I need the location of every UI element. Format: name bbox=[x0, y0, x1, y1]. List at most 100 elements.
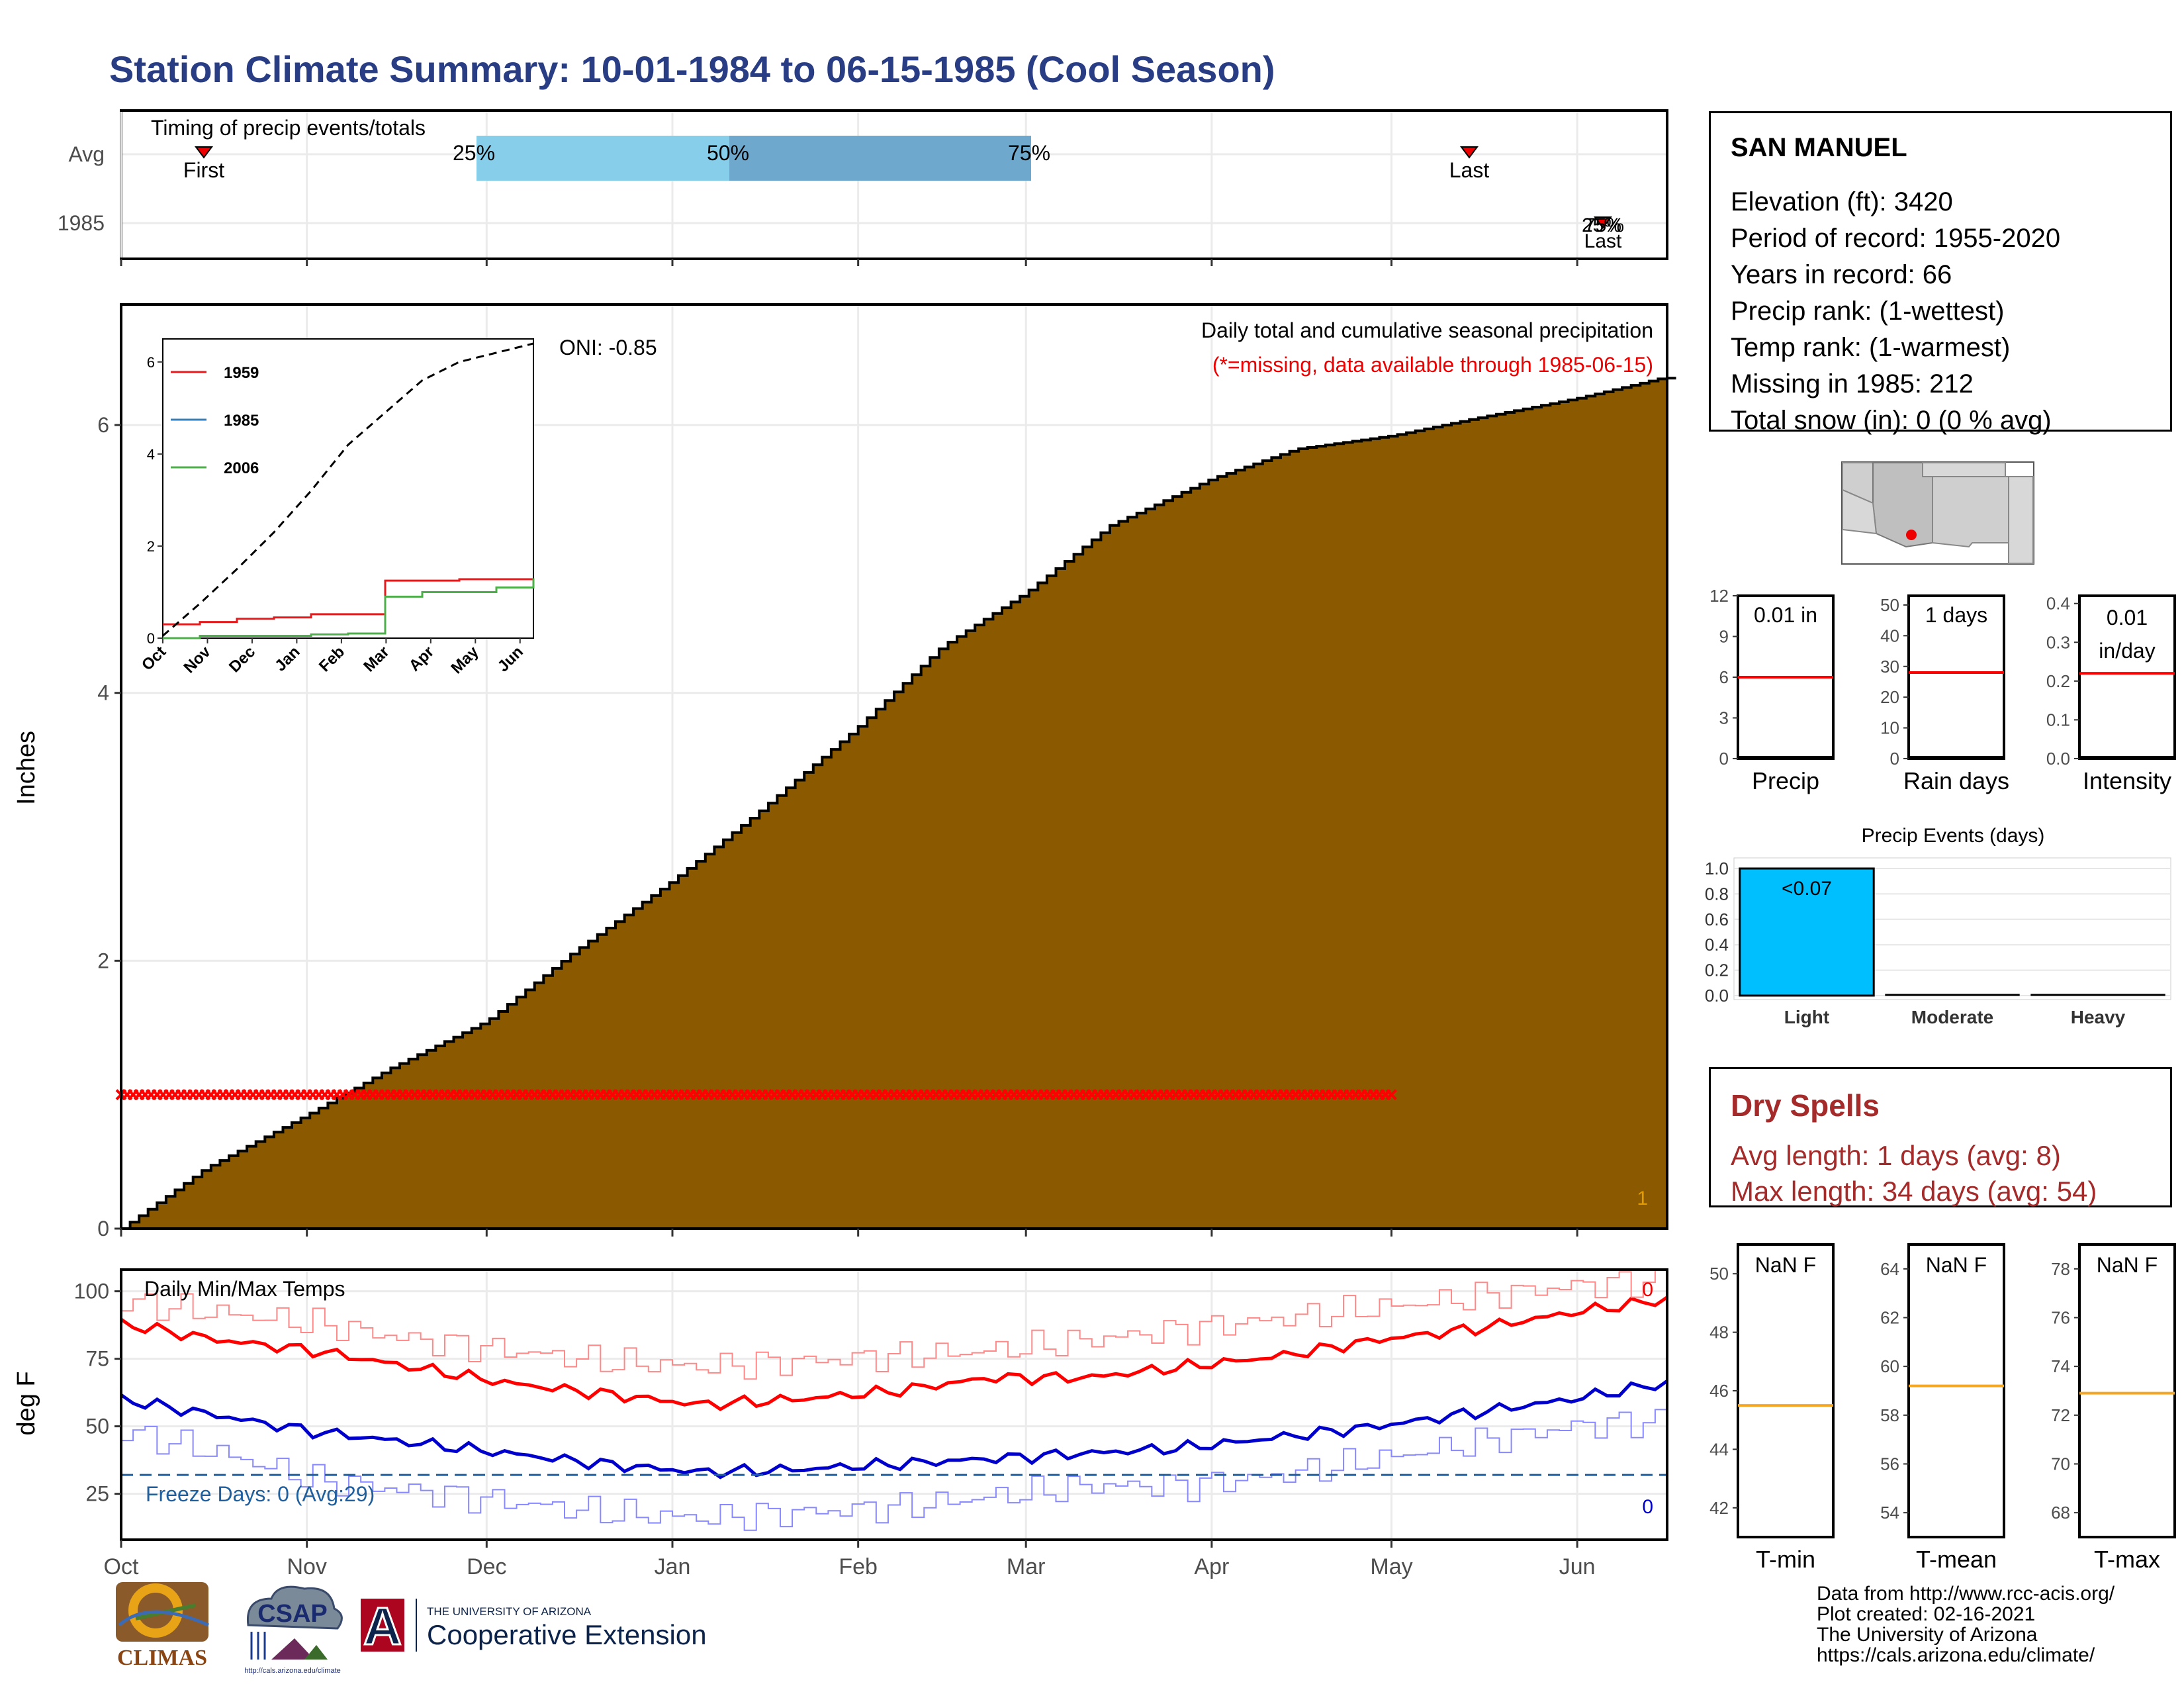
avg-last-marker bbox=[1460, 146, 1479, 159]
temp-box-panels: 42 44 46 48 50 NaN F T-min 54 56 58 60 62 64 NaN F T-m… bbox=[1709, 1243, 2176, 1573]
events-bar-label: <0.07 bbox=[1782, 878, 1832, 900]
temp-panel: 25 50 75 100 Oct Nov Dec Jan Feb Mar Apr May Jun Da… bbox=[13, 1268, 1668, 1579]
csap-logo[interactable]: CSAP http://cals.arizona.edu/climate bbox=[232, 1579, 351, 1678]
info-missing: Missing in 1985: 212 bbox=[1731, 369, 1974, 399]
inset-series-1959 bbox=[163, 578, 533, 626]
temp-x-axis: Oct Nov Dec Jan Feb Mar Apr May Jun bbox=[104, 1540, 1596, 1579]
temp-x-tick-label: Mar bbox=[1007, 1554, 1046, 1579]
temp-box-tick-label: 48 bbox=[1709, 1323, 1729, 1342]
temp-x-tick-label: Jun bbox=[1559, 1554, 1596, 1579]
temp-grid bbox=[120, 1270, 1667, 1540]
temp-box-value-label: NaN F bbox=[2097, 1253, 2158, 1277]
events-bar-light bbox=[1739, 867, 1875, 997]
temp-box-tick-label: 62 bbox=[1880, 1308, 1899, 1328]
temp-box-tick-label: 74 bbox=[2051, 1356, 2070, 1376]
avg-first-label: First bbox=[183, 158, 224, 182]
temp-y-label: deg F bbox=[13, 1371, 40, 1435]
dry-spells-title: Dry Spells bbox=[1731, 1088, 1880, 1123]
temp-series-record-min bbox=[121, 1409, 1668, 1531]
mini-bar-tick-label: 0.2 bbox=[2046, 671, 2070, 691]
climas-text: CLIMAS bbox=[117, 1646, 207, 1670]
mini-bar-value-label: 0.01 bbox=[2107, 606, 2148, 630]
avg-p75-label: 75% bbox=[1008, 141, 1050, 165]
temp-x-tick-label: Jan bbox=[655, 1554, 691, 1579]
precip-panel-title: Daily total and cumulative seasonal prec… bbox=[1201, 318, 1653, 342]
mini-bar-tick-label: 0.0 bbox=[2046, 749, 2070, 769]
events-tick-label: 1.0 bbox=[1705, 859, 1729, 878]
events-tick-label: 0.8 bbox=[1705, 884, 1729, 904]
precip-events-chart: Precip Events (days) 0.0 0.2 0.4 0.6 0.8 1.0 L… bbox=[1705, 825, 2171, 1027]
precip-y-axis: 0 2 4 6 bbox=[97, 413, 121, 1241]
temp-box-tick-label: 78 bbox=[2051, 1259, 2070, 1279]
events-tick-label: 0.0 bbox=[1705, 986, 1729, 1006]
avg-p25-label: 25% bbox=[453, 141, 495, 165]
y1985-label-a: 25% bbox=[1582, 214, 1621, 236]
temp-max-count: 0 bbox=[1642, 1279, 1653, 1301]
dry-spells-max: Max length: 34 days (avg: 54) bbox=[1731, 1176, 2097, 1207]
mini-bar-tick-label: 6 bbox=[1719, 667, 1729, 687]
temp-x-tick-label: Oct bbox=[104, 1554, 139, 1579]
mini-bar-tick-label: 3 bbox=[1719, 708, 1729, 728]
mini-bar-tick-label: 40 bbox=[1880, 626, 1899, 645]
y1985-label-b: 75% bbox=[1584, 214, 1624, 236]
temp-box-tick-label: 68 bbox=[2051, 1503, 2070, 1523]
oni-label: ONI: -0.85 bbox=[559, 336, 657, 359]
mini-bar-value bbox=[2079, 756, 2175, 759]
missing-marker bbox=[1386, 1089, 1397, 1101]
mini-bar-tick-label: 0 bbox=[1890, 749, 1899, 769]
avg-50-75-bar bbox=[729, 136, 1031, 181]
precip-y-tick-label: 6 bbox=[97, 413, 109, 437]
temp-box-tick-label: 56 bbox=[1880, 1454, 1899, 1474]
timing-label: Timing of precip events/totals bbox=[151, 116, 426, 140]
inset-y-tick-label: 4 bbox=[147, 446, 155, 463]
y1985-marker bbox=[1594, 216, 1612, 229]
inset-legend-label-2006: 2006 bbox=[224, 459, 259, 477]
precip-corner-count: 1 bbox=[1637, 1188, 1648, 1209]
footer-line-created: Plot created: 02-16-2021 bbox=[1817, 1603, 2036, 1625]
precip-y-tick-label: 2 bbox=[97, 949, 109, 972]
info-elevation: Elevation (ft): 3420 bbox=[1731, 187, 1953, 216]
temp-box-frame-2 bbox=[2078, 1243, 2176, 1538]
inset-y-tick-label: 2 bbox=[147, 538, 155, 555]
mini-bar-tick-label: 12 bbox=[1709, 586, 1729, 606]
temp-x-tick-label: May bbox=[1370, 1554, 1412, 1579]
temp-series-record-max bbox=[121, 1268, 1668, 1380]
mini-bar-tick-label: 0.3 bbox=[2046, 632, 2070, 652]
ua-extension-logo[interactable]: A THE UNIVERSITY OF ARIZONA Cooperative … bbox=[361, 1595, 745, 1668]
climas-logo[interactable]: CLIMAS bbox=[109, 1579, 222, 1678]
avg-first-marker bbox=[195, 146, 213, 159]
precip-x-axis bbox=[120, 1229, 1578, 1237]
mini-bar-frame-1 bbox=[1907, 594, 2005, 760]
mini-bar-panels: 0 3 6 9 12 0.01 in Precip 0 10 20 30 40 50 1 days Rain… bbox=[1709, 586, 2176, 794]
dry-spells-box: Dry Spells Avg length: 1 days (avg: 8) M… bbox=[1709, 1067, 2172, 1207]
temp-panel-title: Daily Min/Max Temps bbox=[144, 1277, 345, 1301]
ua-letter: A bbox=[363, 1597, 402, 1656]
mini-bar-tick-label: 0.4 bbox=[2046, 594, 2070, 614]
station-info-box: SAN MANUEL Elevation (ft): 3420 Period o… bbox=[1709, 111, 2172, 435]
ua-bottom-text: Cooperative Extension bbox=[427, 1619, 707, 1650]
page-title: Station Climate Summary: 10-01-1984 to 0… bbox=[109, 48, 1275, 90]
precip-y-label: Inches bbox=[13, 731, 40, 805]
temp-box-label: T-min bbox=[1756, 1546, 1815, 1573]
info-years: Years in record: 66 bbox=[1731, 260, 1952, 289]
missing-markers bbox=[115, 1089, 1397, 1101]
temp-box-tick-label: 72 bbox=[2051, 1405, 2070, 1425]
events-category-label: Heavy bbox=[2071, 1007, 2126, 1027]
temp-min-count: 0 bbox=[1642, 1496, 1653, 1518]
temp-y-tick-label: 75 bbox=[85, 1347, 109, 1371]
mini-bar-tick-label: 0.1 bbox=[2046, 710, 2070, 729]
mini-bar-tick-label: 10 bbox=[1880, 718, 1899, 738]
info-period: Period of record: 1955-2020 bbox=[1731, 224, 2061, 253]
mini-bar-frame-2 bbox=[2078, 594, 2176, 760]
mini-bar-label: Precip bbox=[1752, 767, 1819, 794]
temp-box-value-label: NaN F bbox=[1755, 1253, 1816, 1277]
avg-25-50-bar bbox=[477, 136, 729, 181]
temp-box-tick-label: 54 bbox=[1880, 1503, 1899, 1523]
inset-legend-label-1959: 1959 bbox=[224, 364, 259, 382]
precip-panel: 0 2 4 6 Daily total and cumulative seasonal… bbox=[13, 303, 1676, 1241]
inset-y-tick-label: 6 bbox=[147, 354, 155, 371]
temp-lines bbox=[120, 1268, 1668, 1531]
avg-last-label: Last bbox=[1449, 158, 1490, 182]
mini-bar-tick-label: 9 bbox=[1719, 627, 1729, 647]
